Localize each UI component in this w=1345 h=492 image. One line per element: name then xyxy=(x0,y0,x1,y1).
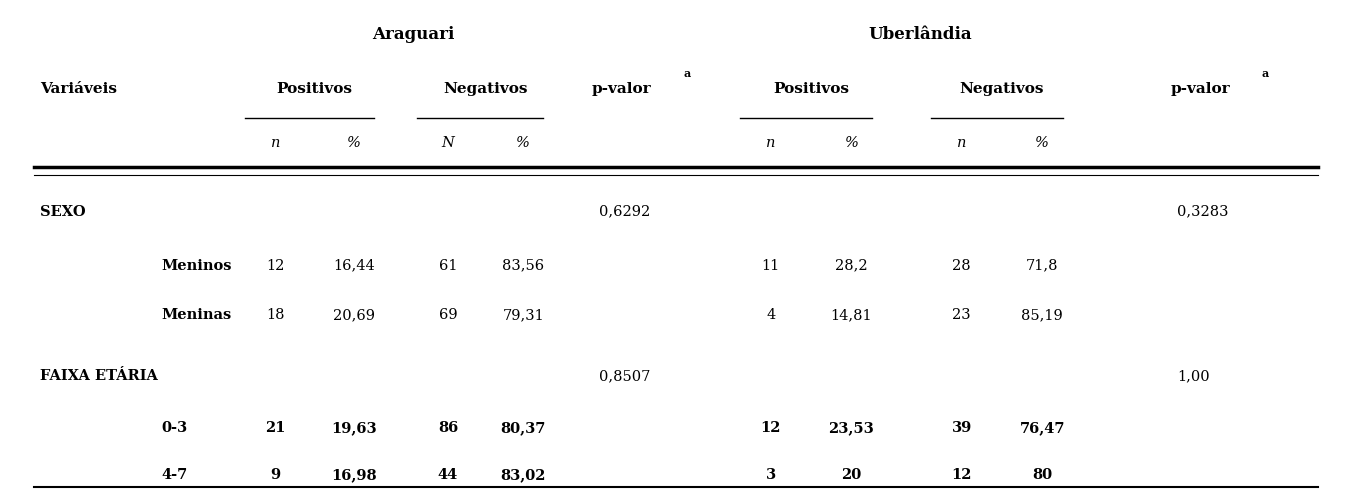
Text: 83,02: 83,02 xyxy=(500,468,546,482)
Text: 61: 61 xyxy=(438,259,457,273)
Text: Positivos: Positivos xyxy=(277,82,352,95)
Text: 79,31: 79,31 xyxy=(502,308,545,322)
Text: 12: 12 xyxy=(951,468,972,482)
Text: %: % xyxy=(516,136,530,150)
Text: 4-7: 4-7 xyxy=(161,468,188,482)
Text: 20: 20 xyxy=(841,468,862,482)
Text: 0,3283: 0,3283 xyxy=(1177,205,1228,218)
Text: 76,47: 76,47 xyxy=(1020,421,1065,435)
Text: Negativos: Negativos xyxy=(444,82,527,95)
Text: a: a xyxy=(683,68,690,79)
Text: 44: 44 xyxy=(437,468,459,482)
Text: Meninos: Meninos xyxy=(161,259,231,273)
Text: 12: 12 xyxy=(760,421,781,435)
Text: Negativos: Negativos xyxy=(960,82,1044,95)
Text: 23: 23 xyxy=(952,308,971,322)
Text: 80,37: 80,37 xyxy=(500,421,546,435)
Text: 0,6292: 0,6292 xyxy=(599,205,650,218)
Text: 23,53: 23,53 xyxy=(829,421,874,435)
Text: n: n xyxy=(958,136,966,150)
Text: Variáveis: Variáveis xyxy=(40,82,117,95)
Text: 71,8: 71,8 xyxy=(1026,259,1059,273)
Text: 0,8507: 0,8507 xyxy=(599,369,650,383)
Text: 12: 12 xyxy=(266,259,285,273)
Text: 18: 18 xyxy=(266,308,285,322)
Text: 39: 39 xyxy=(951,421,972,435)
Text: %: % xyxy=(1036,136,1049,150)
Text: %: % xyxy=(347,136,360,150)
Text: 3: 3 xyxy=(765,468,776,482)
Text: 85,19: 85,19 xyxy=(1021,308,1064,322)
Text: 4: 4 xyxy=(767,308,775,322)
Text: Araguari: Araguari xyxy=(371,26,455,43)
Text: 69: 69 xyxy=(438,308,457,322)
Text: 9: 9 xyxy=(270,468,281,482)
Text: Meninas: Meninas xyxy=(161,308,231,322)
Text: 1,00: 1,00 xyxy=(1177,369,1209,383)
Text: 20,69: 20,69 xyxy=(332,308,375,322)
Text: p-valor: p-valor xyxy=(1170,82,1229,95)
Text: N: N xyxy=(441,136,455,150)
Text: 28: 28 xyxy=(952,259,971,273)
Text: 21: 21 xyxy=(265,421,286,435)
Text: %: % xyxy=(845,136,858,150)
Text: 11: 11 xyxy=(761,259,780,273)
Text: FAIXA ETÁRIA: FAIXA ETÁRIA xyxy=(40,369,159,383)
Text: 80: 80 xyxy=(1033,468,1052,482)
Text: Positivos: Positivos xyxy=(773,82,849,95)
Text: a: a xyxy=(1262,68,1268,79)
Text: p-valor: p-valor xyxy=(592,82,651,95)
Text: n: n xyxy=(767,136,775,150)
Text: 28,2: 28,2 xyxy=(835,259,868,273)
Text: 14,81: 14,81 xyxy=(831,308,872,322)
Text: 86: 86 xyxy=(437,421,459,435)
Text: 16,44: 16,44 xyxy=(332,259,375,273)
Text: 16,98: 16,98 xyxy=(331,468,377,482)
Text: n: n xyxy=(272,136,280,150)
Text: Uberlândia: Uberlândia xyxy=(868,26,972,43)
Text: 0-3: 0-3 xyxy=(161,421,187,435)
Text: SEXO: SEXO xyxy=(40,205,86,218)
Text: 19,63: 19,63 xyxy=(331,421,377,435)
Text: 83,56: 83,56 xyxy=(502,259,545,273)
